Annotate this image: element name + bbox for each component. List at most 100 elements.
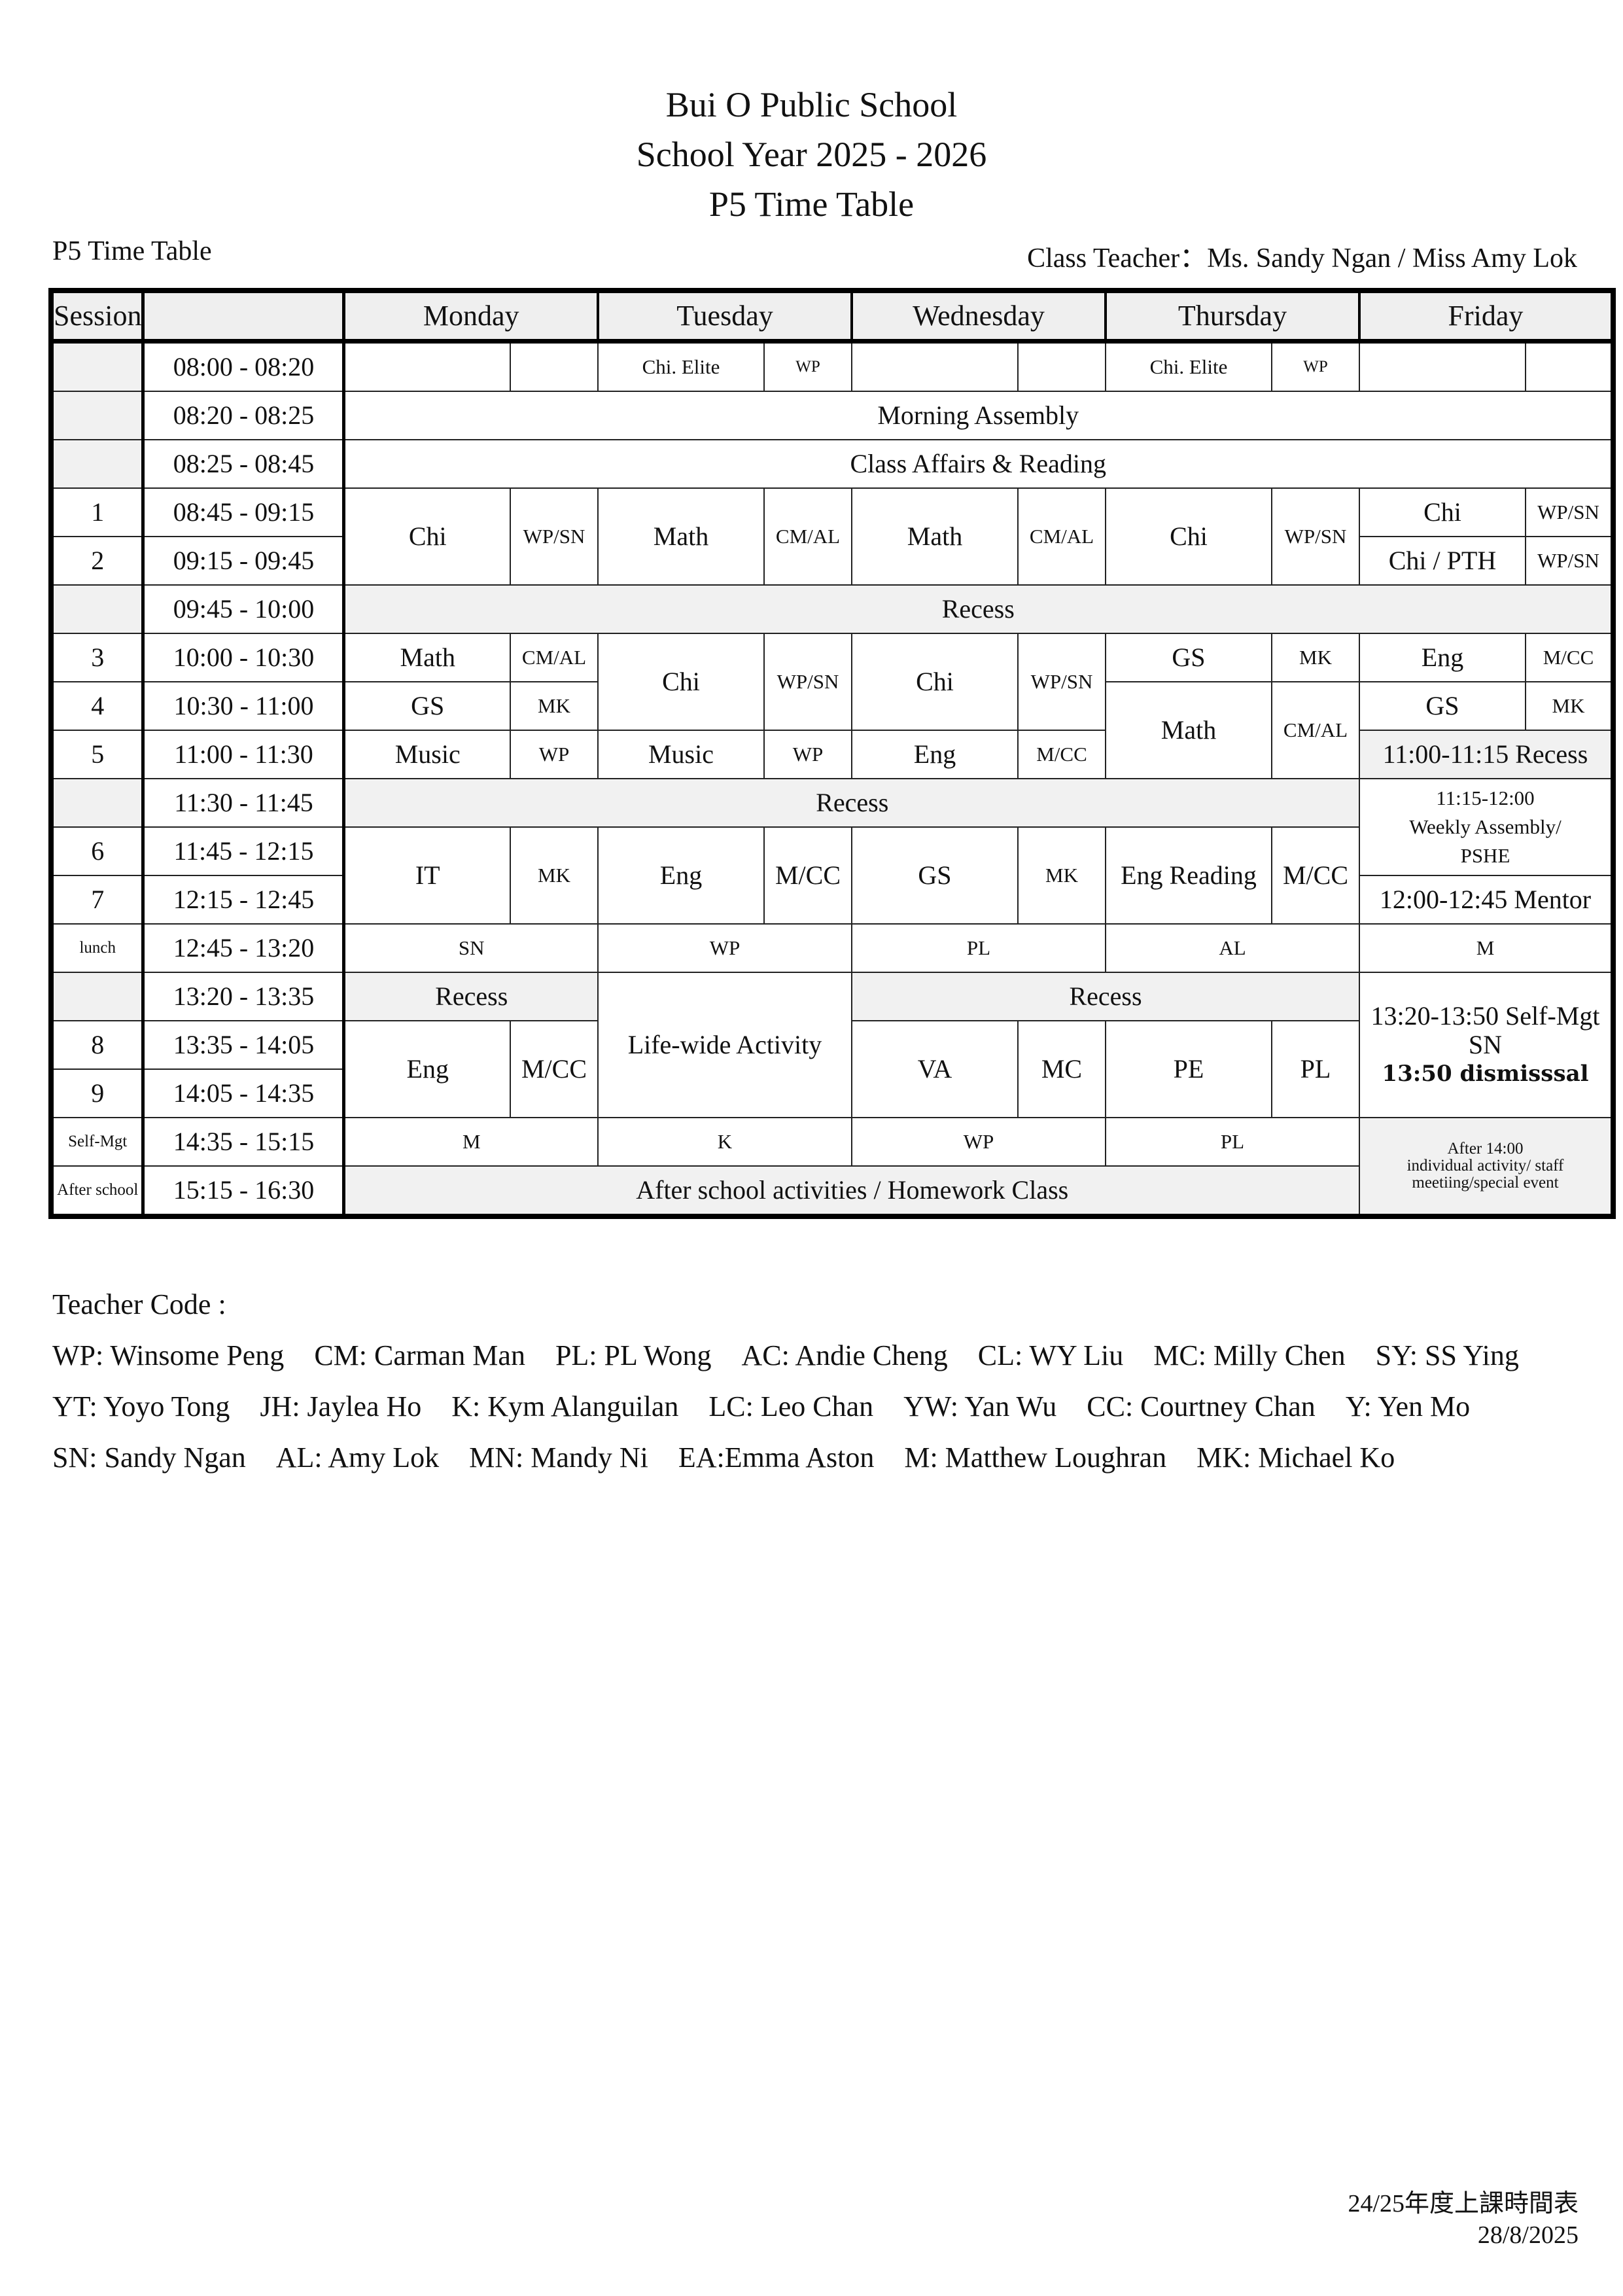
timetable-cell bbox=[1358, 340, 1526, 392]
timetable-cell: GS bbox=[1358, 681, 1526, 731]
timetable-cell: VA bbox=[850, 1020, 1019, 1118]
timetable-cell: AL bbox=[1104, 923, 1360, 973]
school-year: School Year 2025 - 2026 bbox=[636, 135, 987, 174]
timetable-cell: GS bbox=[343, 681, 511, 731]
cell-line: After 14:00 bbox=[1447, 1140, 1524, 1157]
session-cell bbox=[50, 584, 145, 634]
timetable-cell bbox=[509, 340, 599, 392]
session-cell: 9 bbox=[50, 1069, 145, 1118]
footer-document-title: 24/25年度上課時間表 bbox=[1348, 2190, 1579, 2217]
timetable-cell: M/CC bbox=[1270, 826, 1360, 925]
day-header-monday: Monday bbox=[343, 290, 599, 344]
timetable-cell: MK bbox=[509, 681, 599, 731]
timetable-cell: 11:15-12:00 Weekly Assembly/PSHE bbox=[1358, 778, 1614, 876]
session-cell bbox=[50, 972, 145, 1021]
table-row: 08:00 - 08:20 Chi. Elite WP Chi. Elite WP bbox=[50, 340, 1614, 392]
session-cell: After school bbox=[50, 1165, 145, 1217]
timetable-cell: M/CC bbox=[1017, 730, 1106, 779]
time-cell: 14:05 - 14:35 bbox=[142, 1069, 346, 1118]
timetable-cell: PE bbox=[1104, 1020, 1272, 1118]
timetable-cell: Math bbox=[343, 633, 511, 682]
day-header-friday: Friday bbox=[1358, 290, 1614, 344]
teacher-code: K: Kym Alanguilan bbox=[451, 1390, 679, 1422]
session-cell: 1 bbox=[50, 487, 145, 537]
session-cell: lunch bbox=[50, 923, 145, 973]
timetable-cell: WP/SN bbox=[509, 487, 599, 586]
cell-line: PSHE bbox=[1460, 844, 1510, 867]
session-cell: 7 bbox=[50, 875, 145, 925]
table-row: 08:20 - 08:25 Morning Assembly bbox=[50, 391, 1614, 440]
timetable-cell: Chi. Elite bbox=[597, 340, 765, 392]
day-header-wednesday: Wednesday bbox=[850, 290, 1107, 344]
teacher-code: EA:Emma Aston bbox=[678, 1441, 875, 1474]
timetable-cell: WP/SN bbox=[1017, 633, 1106, 731]
timetable-cell bbox=[1017, 340, 1106, 392]
timetable-cell: WP bbox=[1270, 340, 1360, 392]
table-row: 3 10:00 - 10:30 Math CM/AL Chi WP/SN Chi WP/SN G… bbox=[50, 633, 1614, 731]
teacher-code: MC: Milly Chen bbox=[1153, 1339, 1346, 1371]
table-row: After school 15:15 - 16:30 After school ac… bbox=[50, 1165, 1613, 1217]
time-cell: 08:25 - 08:45 bbox=[142, 439, 346, 489]
timetable-cell: Eng bbox=[1358, 633, 1526, 682]
teacher-code: LC: Leo Chan bbox=[708, 1390, 874, 1422]
timetable-cell: Recess bbox=[343, 584, 1614, 634]
timetable-cell: CM/AL bbox=[1270, 681, 1360, 779]
time-cell: 10:00 - 10:30 bbox=[142, 633, 346, 682]
cell-line: SN bbox=[1468, 1030, 1503, 1059]
time-cell: 15:15 - 16:30 bbox=[142, 1165, 346, 1217]
timetable-cell: MK bbox=[1270, 633, 1360, 682]
teacher-code-line: YT: Yoyo Tong JH: Jaylea Ho K: Kym Alangui… bbox=[52, 1390, 1500, 1423]
teacher-code: MN: Mandy Ni bbox=[469, 1441, 648, 1474]
timetable-cell: Chi bbox=[850, 633, 1019, 731]
timetable-cell: WP bbox=[597, 923, 852, 973]
timetable-cell: CM/AL bbox=[509, 633, 599, 682]
table-row: 13:20 - 13:35 Recess Life-wide Activity Rec… bbox=[50, 972, 1614, 1118]
day-header-thursday: Thursday bbox=[1104, 290, 1361, 344]
timetable-cell: WP bbox=[763, 340, 852, 392]
teacher-code: YW: Yan Wu bbox=[903, 1390, 1057, 1422]
timetable-cell: Music bbox=[343, 730, 511, 779]
table-row: 1 08:45 - 09:15 Chi WP/SN Math CM/AL Math CM/AL… bbox=[50, 487, 1614, 586]
timetable-cell: CM/AL bbox=[1017, 487, 1106, 586]
time-cell: 11:30 - 11:45 bbox=[142, 778, 346, 828]
cell-line: individual activity/ staff bbox=[1406, 1157, 1564, 1174]
table-row: 7 12:15 - 12:45 12:00-12:45 Mentor bbox=[50, 875, 1614, 925]
teacher-code: M: Matthew Loughran bbox=[904, 1441, 1167, 1474]
timetable-cell: K bbox=[597, 1117, 852, 1167]
timetable-cell: 11:00-11:15 Recess bbox=[1358, 730, 1614, 779]
teacher-code: Y: Yen Mo bbox=[1345, 1390, 1471, 1422]
timetable-cell: Math bbox=[1104, 681, 1272, 779]
table-row: 09:45 - 10:00 Recess bbox=[50, 584, 1614, 634]
teacher-code: SY: SS Ying bbox=[1375, 1339, 1519, 1371]
time-cell: 09:15 - 09:45 bbox=[142, 536, 346, 586]
timetable-cell: MK bbox=[1524, 681, 1614, 731]
timetable-cell: MK bbox=[509, 826, 599, 925]
timetable-cell: MC bbox=[1017, 1020, 1106, 1118]
time-cell: 13:20 - 13:35 bbox=[142, 972, 346, 1021]
teacher-code: SN: Sandy Ngan bbox=[52, 1441, 246, 1474]
timetable-cell: Life-wide Activity bbox=[597, 972, 852, 1118]
timetable-cell: Chi bbox=[343, 487, 511, 586]
timetable-cell: WP/SN bbox=[1524, 536, 1614, 586]
timetable-cell: Chi bbox=[1104, 487, 1272, 586]
time-cell: 08:00 - 08:20 bbox=[142, 340, 346, 392]
document-title: Bui O Public School School Year 2025 - 2… bbox=[0, 80, 1623, 229]
timetable-cell: WP/SN bbox=[1270, 487, 1360, 586]
cell-line: 11:15-12:00 bbox=[1436, 786, 1535, 809]
session-cell bbox=[50, 778, 145, 828]
session-cell bbox=[50, 391, 145, 440]
header-row: Session Monday Tuesday Wednesday Thursday Fri… bbox=[50, 290, 1614, 344]
teacher-code: CM: Carman Man bbox=[314, 1339, 525, 1371]
session-cell: 6 bbox=[50, 826, 145, 876]
cell-line: 13:50 dismisssal bbox=[1382, 1061, 1589, 1087]
time-cell: 11:45 - 12:15 bbox=[142, 826, 346, 876]
table-row: 5 11:00 - 11:30 Music WP Music WP Eng M/CC 11:00… bbox=[50, 730, 1614, 779]
timetable-cell: Chi bbox=[597, 633, 765, 731]
time-cell: 11:00 - 11:30 bbox=[142, 730, 346, 779]
cell-line: meetiing/special event bbox=[1412, 1174, 1559, 1192]
timetable-cell: Chi / PTH bbox=[1358, 536, 1526, 586]
session-cell: 2 bbox=[50, 536, 145, 586]
timetable-cell: WP bbox=[763, 730, 852, 779]
timetable-cell: M/CC bbox=[1524, 633, 1614, 682]
timetable-cell: 12:00-12:45 Mentor bbox=[1358, 875, 1614, 925]
